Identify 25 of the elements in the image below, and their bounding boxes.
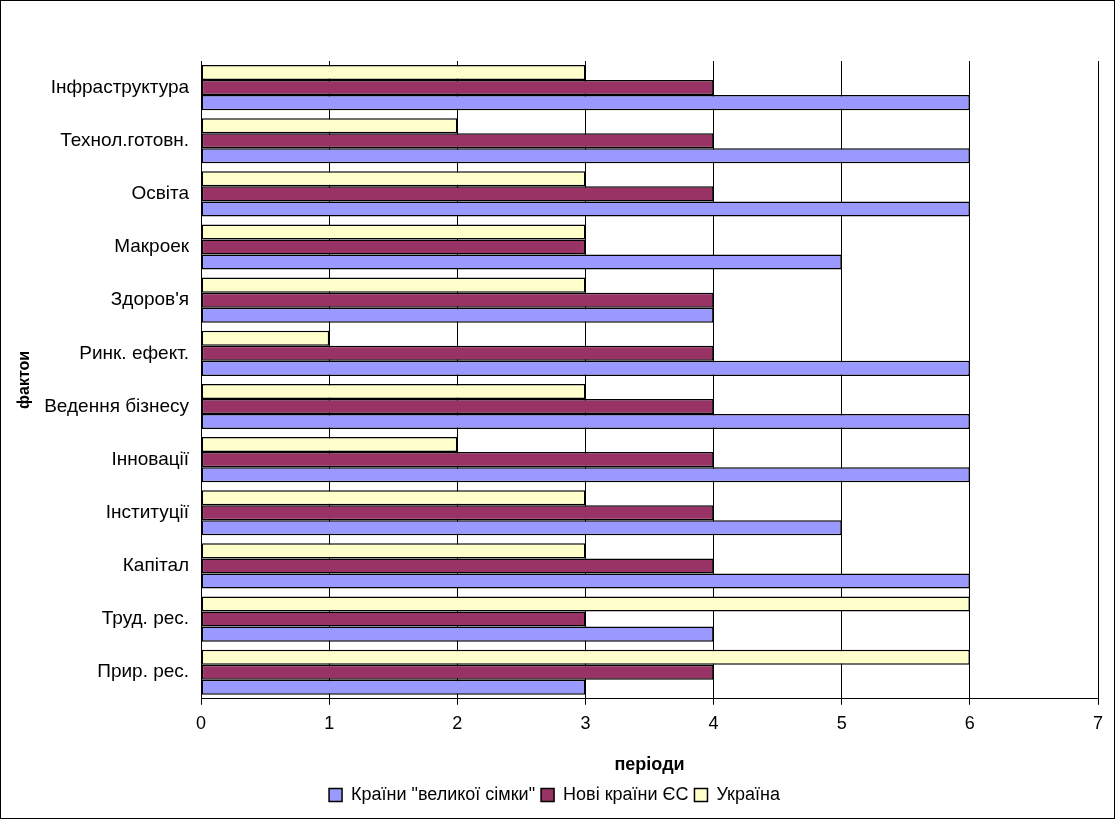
y-tick-label: Здоров'я xyxy=(110,288,190,310)
y-tick-label: Макроек xyxy=(114,235,190,257)
x-tick-label: 3 xyxy=(580,712,591,733)
x-tick-label: 4 xyxy=(708,712,719,733)
y-tick-label: Освіта xyxy=(131,182,190,204)
y-tick-label: Труд. рес. xyxy=(101,607,190,629)
y-tick-label: Інновації xyxy=(111,447,190,469)
x-tick-label: 6 xyxy=(964,712,975,733)
y-axis-title: фактои xyxy=(15,350,33,409)
x-tick-label: 0 xyxy=(196,712,207,733)
x-axis-title: періоди xyxy=(614,754,685,775)
y-tick-label: Ринк. ефект. xyxy=(79,341,190,363)
y-tick-label: Інституції xyxy=(105,501,190,523)
legend-label: Країни "великої сімки" xyxy=(351,783,536,804)
legend-label: Україна xyxy=(716,783,781,804)
y-tick-label: Капітал xyxy=(122,554,190,576)
legend-label: Нові країни ЄС xyxy=(563,783,689,804)
y-tick-label: Прир. рес. xyxy=(97,660,190,682)
x-tick-label: 7 xyxy=(1092,712,1104,733)
x-tick-label: 5 xyxy=(836,712,847,733)
x-tick-label: 1 xyxy=(324,712,335,733)
y-tick-label: Технол.готовн. xyxy=(60,128,190,150)
x-tick-label: 2 xyxy=(452,712,463,733)
y-tick-label: Інфраструктура xyxy=(50,75,190,97)
y-tick-label: Ведення бізнесу xyxy=(44,394,190,416)
